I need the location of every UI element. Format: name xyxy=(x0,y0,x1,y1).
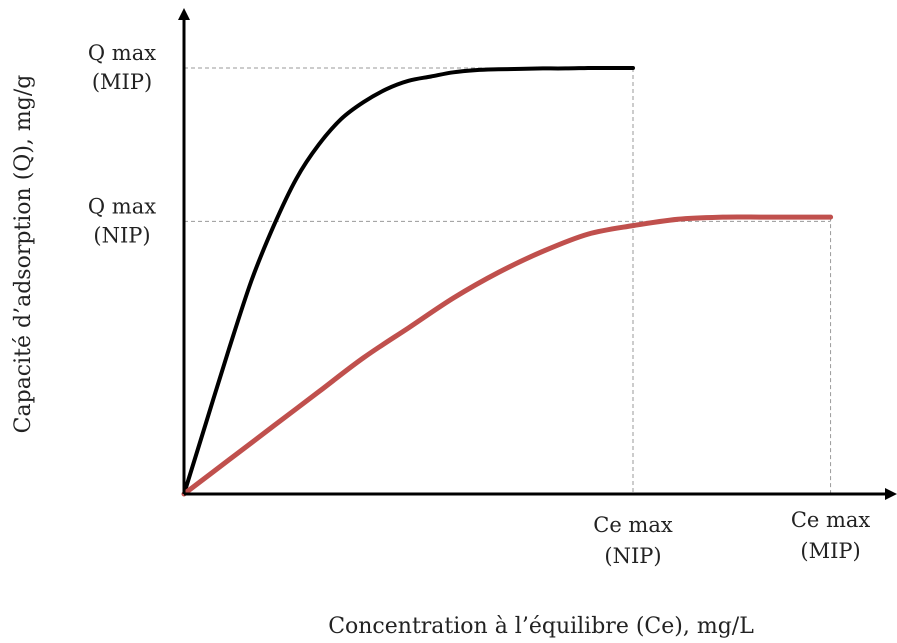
x-marker-label: Ce max xyxy=(791,508,871,532)
series-line-2 xyxy=(181,214,834,497)
x-marker-label: (MIP) xyxy=(800,539,860,563)
x-marker-label: Ce max xyxy=(593,513,673,537)
y-axis-title: Capacité d’adsorption (Q), mg/g xyxy=(11,75,36,434)
y-marker-label: Q max xyxy=(88,194,156,218)
x-marker-label: (NIP) xyxy=(604,544,661,568)
marker-labels: Q max (MIP) Q max (NIP) Ce max (NIP) Ce max (MI… xyxy=(88,41,871,568)
series-line-1 xyxy=(182,65,635,496)
series-layer xyxy=(181,65,834,497)
y-marker-label: Q max xyxy=(88,41,156,65)
y-marker-label: (MIP) xyxy=(92,70,152,94)
guide-lines xyxy=(184,67,832,494)
x-axis-title: Concentration à l’équilibre (Ce), mg/L xyxy=(328,614,754,639)
y-marker-label: (NIP) xyxy=(93,223,150,247)
